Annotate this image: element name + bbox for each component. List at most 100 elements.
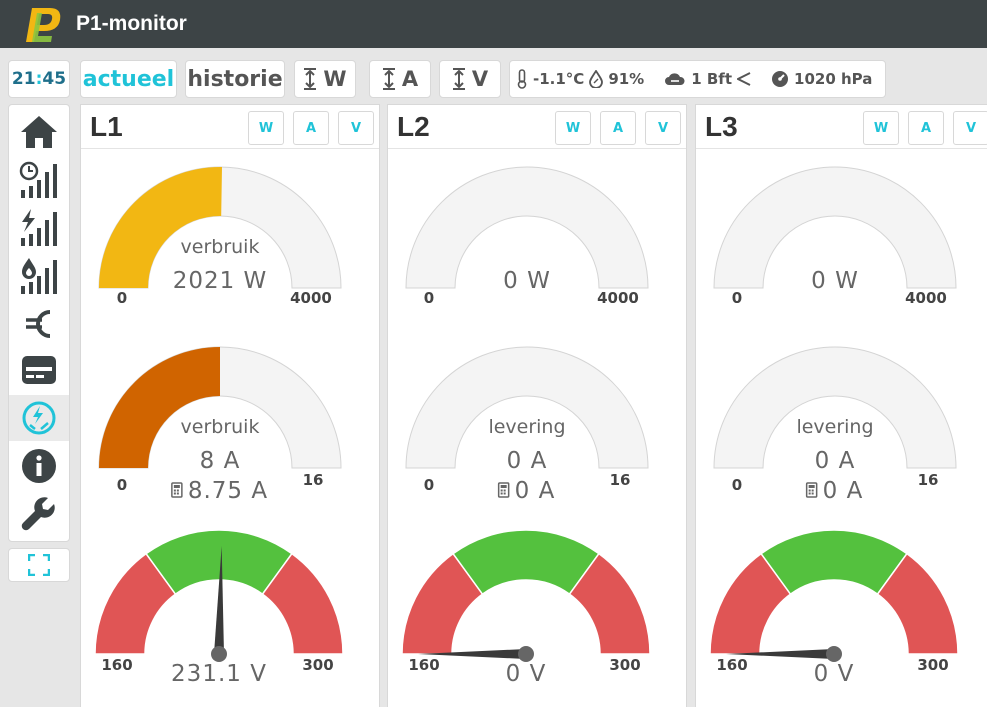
scale-a-button[interactable]: A: [369, 60, 431, 98]
voltage-needle-hub: [826, 646, 842, 662]
calculator-icon: [805, 482, 818, 498]
meter-icon: [22, 356, 56, 384]
current-value: 8 A: [200, 448, 241, 474]
power-min: 0: [732, 289, 742, 307]
temperature-value: -1.1°C: [533, 70, 585, 88]
phase-a-button[interactable]: A: [293, 111, 329, 145]
wrench-icon: [21, 497, 55, 531]
gauge-track: [713, 346, 957, 469]
current-value: 0 A: [507, 448, 548, 474]
phase-v-button[interactable]: V: [338, 111, 374, 145]
sidebar-item-home[interactable]: [9, 109, 69, 155]
vertical-resize-icon: [304, 68, 317, 90]
scale-v-label: V: [471, 67, 489, 91]
power-max: 4000: [597, 289, 639, 307]
phase-v-button[interactable]: V: [953, 111, 987, 145]
humidity-value: 91%: [608, 70, 645, 88]
sidebar-item-info[interactable]: [9, 443, 69, 489]
scale-w-label: W: [323, 67, 347, 91]
current-label: levering: [488, 416, 565, 438]
power-value: 2021 W: [173, 268, 268, 294]
power-gauge: 0 W 0 4000: [405, 166, 649, 307]
voltage-min: 160: [408, 656, 439, 674]
fullscreen-icon: [28, 554, 50, 576]
clock-minutes: 45: [42, 69, 67, 89]
scale-w-button[interactable]: W: [294, 60, 356, 98]
gauge-track: [405, 346, 649, 469]
scale-a-label: A: [401, 67, 419, 91]
calculated-current-value: 0 A: [515, 478, 556, 504]
current-min: 0: [424, 476, 434, 494]
historie-button[interactable]: historie: [185, 60, 285, 98]
phase-header: L1 W A V: [81, 105, 379, 149]
voltage-max: 300: [302, 656, 333, 674]
voltage-max: 300: [917, 656, 948, 674]
phase-w-button[interactable]: W: [555, 111, 591, 145]
sidebar-item-phases[interactable]: [9, 395, 69, 441]
power-value: 0 W: [503, 268, 551, 294]
voltage-high-zone: [568, 552, 651, 655]
voltage-needle: [418, 649, 526, 659]
p1-logo-icon: [26, 8, 61, 42]
wind-direction-icon: [737, 72, 751, 86]
calculated-current: 0 A: [805, 478, 862, 504]
pressure-gauge-icon: [772, 71, 789, 87]
current-label: verbruik: [181, 416, 260, 438]
current-gauge: levering 0 A 0 A 0 16: [713, 346, 957, 504]
power-min: 0: [117, 289, 127, 307]
gauge-track: [405, 166, 649, 289]
calculated-current: 8.75 A: [171, 478, 268, 504]
scale-v-button[interactable]: V: [439, 60, 501, 98]
phase-title: L1: [90, 111, 123, 142]
phase-panel-l1: L1 W A V verbruik 2021 W 0 4000 verbruik 8 A 8…: [80, 104, 380, 707]
sidebar-item-history-overview[interactable]: [9, 157, 69, 203]
current-gauge: verbruik 8 A 8.75 A 0 16: [98, 346, 342, 504]
actueel-button[interactable]: actueel: [80, 60, 177, 98]
calculated-current: 0 A: [497, 478, 556, 504]
phase-v-button[interactable]: V: [645, 111, 681, 145]
sidebar-item-meter[interactable]: [9, 347, 69, 393]
voltage-value: 231.1 V: [171, 661, 267, 687]
current-max: 16: [610, 471, 631, 489]
phase-w-button[interactable]: W: [248, 111, 284, 145]
weather-bar: -1.1°C 91% 1 Bft 1020 hPa: [509, 60, 886, 98]
sidebar: [8, 104, 70, 542]
sidebar-item-costs[interactable]: [9, 301, 69, 347]
phase-title: L2: [397, 111, 430, 142]
phase-gauges: 0 W 0 4000 levering 0 A 0 A 0 16 0 V 160 300: [401, 166, 651, 687]
current-label: levering: [796, 416, 873, 438]
thermometer-icon: [517, 69, 527, 89]
voltage-high-zone: [876, 552, 959, 655]
voltage-value: 0 V: [506, 661, 547, 687]
cloud-wind-icon: [665, 73, 685, 85]
vertical-resize-icon: [382, 68, 395, 90]
sidebar-item-gas[interactable]: [9, 253, 69, 299]
euro-icon: [26, 310, 51, 338]
voltage-needle: [214, 546, 224, 655]
phase-w-button[interactable]: W: [863, 111, 899, 145]
power-gauge: 0 W 0 4000: [713, 166, 957, 307]
phase-panel-l2: L2 W A V 0 W 0 4000 levering 0 A 0 A 0 16 0 V 160…: [387, 104, 687, 707]
phases-icon: [22, 401, 56, 435]
fullscreen-button[interactable]: [8, 548, 70, 582]
power-max: 4000: [905, 289, 947, 307]
voltage-value: 0 V: [814, 661, 855, 687]
current-min: 0: [732, 476, 742, 494]
power-gauge-fill: [99, 167, 222, 288]
wind-value: 1 Bft: [691, 70, 733, 88]
power-min: 0: [424, 289, 434, 307]
gauge-track: [713, 166, 957, 289]
clock: 21:45: [8, 60, 70, 98]
calculated-current-value: 8.75 A: [188, 478, 268, 504]
phase-a-button[interactable]: A: [908, 111, 944, 145]
phase-a-button[interactable]: A: [600, 111, 636, 145]
phase-gauges: 0 W 0 4000 levering 0 A 0 A 0 16 0 V 160 300: [709, 166, 959, 687]
sidebar-item-settings[interactable]: [9, 491, 69, 537]
vertical-resize-icon: [452, 68, 465, 90]
current-min: 0: [117, 476, 127, 494]
humidity-drop-icon: [589, 70, 604, 88]
voltage-gauge: 231.1 V 160 300: [94, 529, 344, 687]
sidebar-item-electricity[interactable]: [9, 205, 69, 251]
home-icon: [21, 116, 57, 148]
